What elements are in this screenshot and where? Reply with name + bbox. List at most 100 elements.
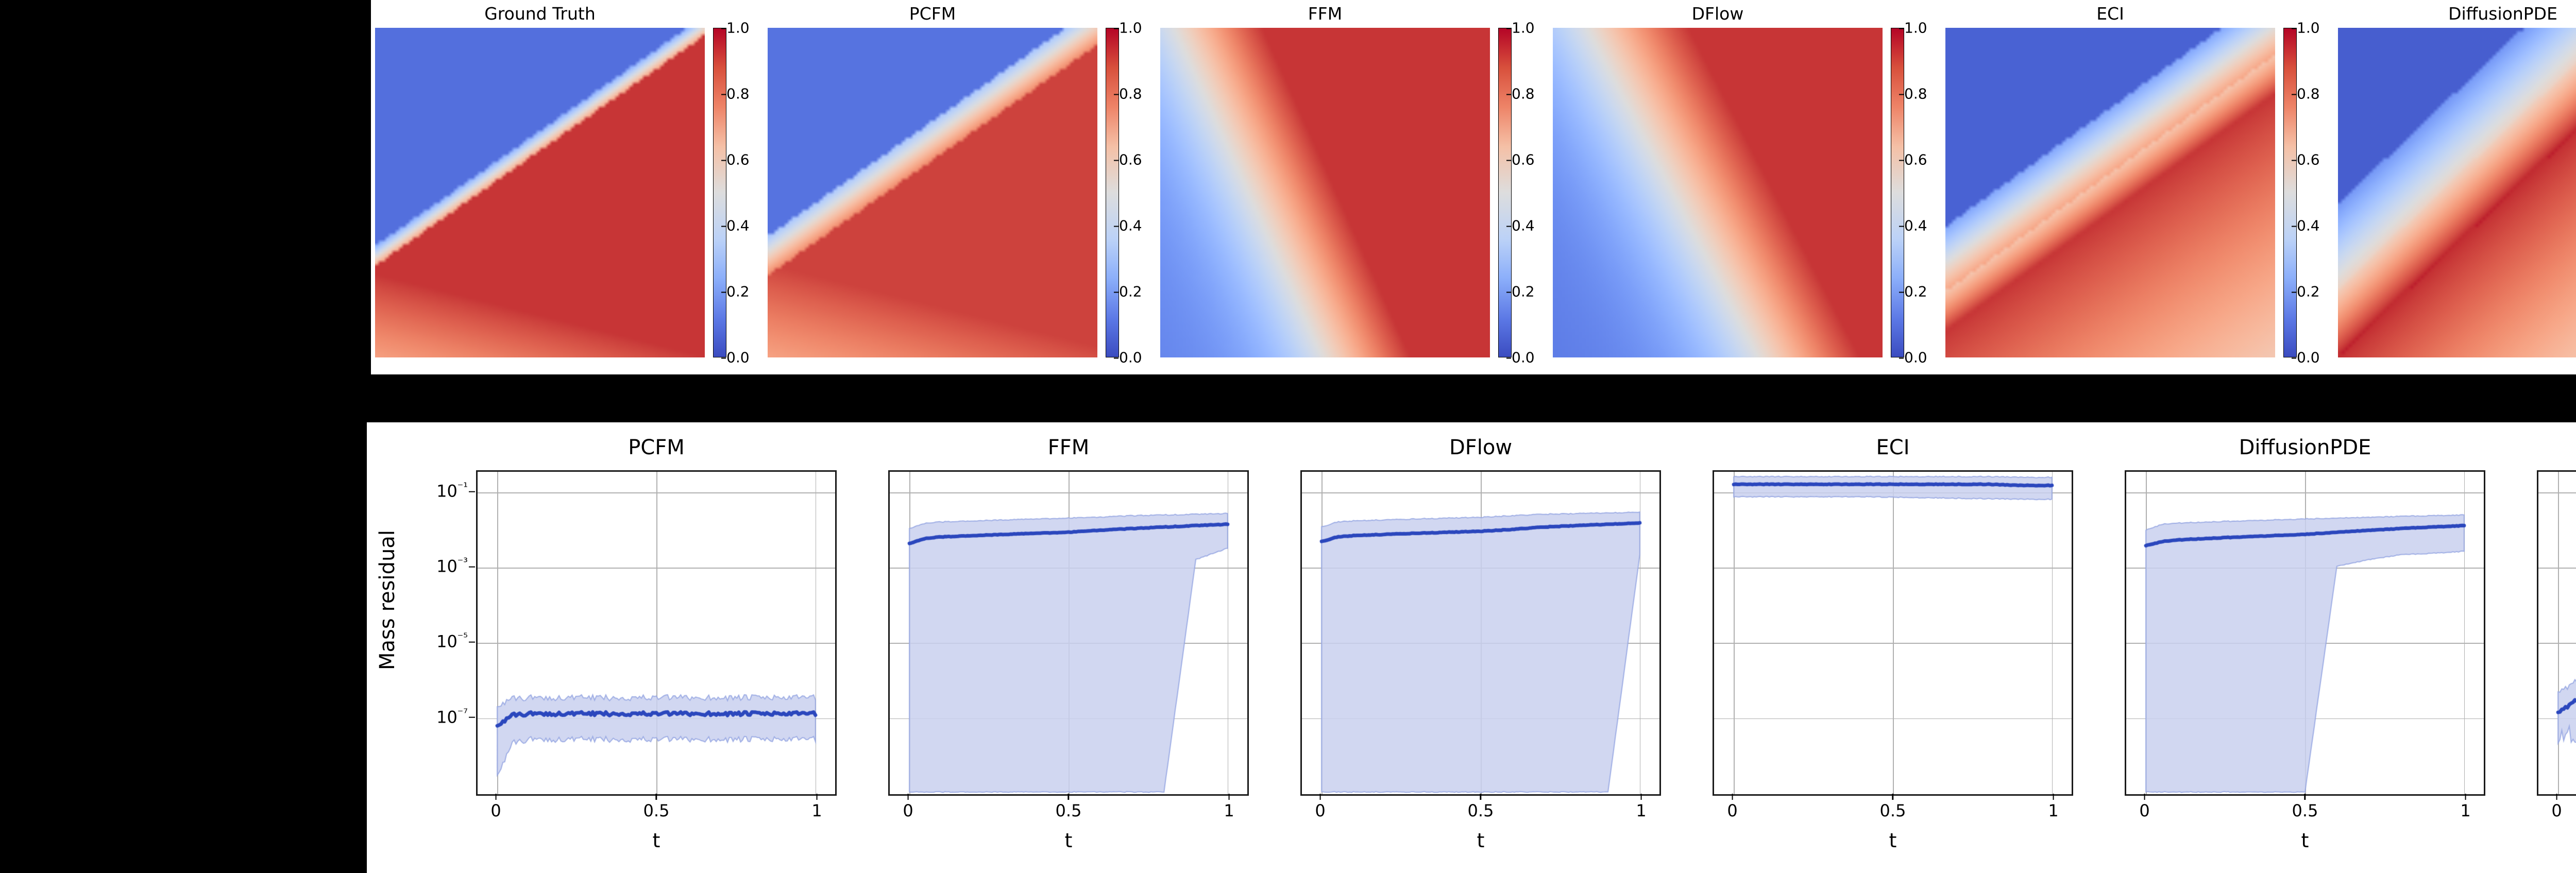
colorbar-gradient — [713, 28, 726, 357]
colorbar-tick: 0.0 — [1114, 349, 1142, 366]
residual-plot-axes — [2125, 470, 2485, 796]
x-axis-tick: 1 — [1224, 801, 1234, 820]
field-comparison-figure: Ground Truth 1.0 0.8 0.6 0.4 0.2 0.0 PCFM 1.0 0.8… — [371, 0, 2576, 374]
colorbar-tick: 0.0 — [1899, 349, 1927, 366]
residual-series — [1302, 472, 1659, 794]
colorbar-tick: 0.2 — [2292, 283, 2320, 300]
colorbar-gradient — [2283, 28, 2297, 357]
residual-panel-title: DFlow — [1449, 436, 1513, 459]
y-axis-label: Mass residual — [376, 530, 400, 670]
colorbar-tick: 1.0 — [2292, 19, 2320, 37]
colorbar-tick: 0.0 — [1506, 349, 1535, 366]
x-axis-tick: 1 — [1636, 801, 1647, 820]
colorbar-tick: 0.6 — [1506, 151, 1535, 168]
residual-series — [1714, 472, 2072, 794]
colorbar-tick: 0.6 — [1114, 151, 1142, 168]
residual-series — [2126, 472, 2484, 794]
residual-panel-dflow: DFlow 0 0.5 1 t — [1300, 422, 1661, 873]
colorbar-tick: 0.4 — [721, 217, 750, 234]
x-axis-tick: 0.5 — [2292, 801, 2318, 820]
x-axis-tick: 0.5 — [1055, 801, 1082, 820]
x-axis-tick: 0 — [2551, 801, 2562, 820]
colorbar-dflow: 1.0 0.8 0.6 0.4 0.2 0.0 — [1891, 20, 1953, 366]
residual-plot-axes — [888, 470, 1249, 796]
x-axis-tick: 0 — [2139, 801, 2150, 820]
x-axis-tick: 0 — [1727, 801, 1738, 820]
field-panel-eci: ECI — [1945, 0, 2275, 374]
y-axis-tick: 10⁻³ — [436, 556, 475, 576]
colorbar-eci: 1.0 0.8 0.6 0.4 0.2 0.0 — [2283, 20, 2345, 366]
x-axis-tick: 0 — [1315, 801, 1326, 820]
x-axis-tick: 0 — [490, 801, 501, 820]
residual-panel-eci: ECI 0 0.5 1 t — [1713, 422, 2073, 873]
x-axis-tick: 0 — [903, 801, 913, 820]
residual-series — [890, 472, 1247, 794]
field-panel-pcfm: PCFM — [768, 0, 1097, 374]
colorbar-tick: 1.0 — [1899, 19, 1927, 37]
colorbar-tick: 0.8 — [1114, 85, 1142, 102]
field-heatmap — [1945, 28, 2275, 357]
colorbar-ticks: 1.0 0.8 0.6 0.4 0.2 0.0 — [1114, 20, 1186, 366]
residual-panel-title: ECI — [1876, 436, 1910, 459]
colorbar-pcfm: 1.0 0.8 0.6 0.4 0.2 0.0 — [1106, 20, 1167, 366]
y-axis-tick: 10⁻⁵ — [436, 631, 475, 652]
x-axis-label: t — [2301, 829, 2309, 852]
colorbar-tick: 0.8 — [721, 85, 750, 102]
colorbar-tick: 0.0 — [721, 349, 750, 366]
residual-panel-title: DiffusionPDE — [2239, 436, 2371, 459]
x-axis-label: t — [652, 829, 660, 852]
x-axis-label: t — [1064, 829, 1073, 852]
field-panel-title: DiffusionPDE — [2448, 4, 2557, 24]
y-axis-ticks: 10⁻¹ 10⁻³ 10⁻⁵ 10⁻⁷ — [400, 422, 475, 796]
x-axis-tick: 1 — [811, 801, 822, 820]
residual-panel-title: PDM — [2537, 435, 2576, 460]
colorbar-ticks: 1.0 0.8 0.6 0.4 0.2 0.0 — [1506, 20, 1579, 366]
colorbar-tick: 0.4 — [2292, 217, 2320, 234]
colorbar-ticks: 1.0 0.8 0.6 0.4 0.2 0.0 — [1899, 20, 1971, 366]
residual-plot-axes — [476, 470, 837, 796]
residual-panel-pcfm: PCFM 0 0.5 1 t — [476, 422, 837, 873]
x-axis-tick: 1 — [2460, 801, 2471, 820]
x-axis-tick: 0.5 — [1879, 801, 1906, 820]
colorbar-tick: 1.0 — [1506, 19, 1535, 37]
field-heatmap — [1553, 28, 1883, 357]
colorbar-tick: 0.0 — [2292, 349, 2320, 366]
field-panel-title: ECI — [2096, 4, 2124, 24]
colorbar-ticks: 1.0 0.8 0.6 0.4 0.2 0.0 — [2292, 20, 2364, 366]
colorbar-tick: 0.4 — [1899, 217, 1927, 234]
residual-plot-axes — [1713, 470, 2073, 796]
field-heatmap — [768, 28, 1097, 357]
residual-plot-axes — [2537, 470, 2576, 796]
field-panel-dflow: DFlow — [1553, 0, 1883, 374]
x-axis-tick: 0.5 — [1467, 801, 1494, 820]
field-heatmap — [375, 28, 705, 357]
residual-panel-diffusionpde: DiffusionPDE 0 0.5 1 t — [2125, 422, 2485, 873]
colorbar-gradient — [1498, 28, 1512, 357]
residual-series — [2538, 472, 2576, 794]
field-heatmap — [2338, 28, 2576, 357]
colorbar-tick: 1.0 — [721, 19, 750, 37]
x-axis-ticks: 00.51 — [2537, 796, 2576, 827]
colorbar-tick: 0.8 — [1899, 85, 1927, 102]
colorbar-ground-truth: 1.0 0.8 0.6 0.4 0.2 0.0 — [713, 20, 775, 366]
x-axis-label: t — [1889, 829, 1897, 852]
field-panel-ground-truth: Ground Truth — [375, 0, 705, 374]
colorbar-tick: 0.2 — [1506, 283, 1535, 300]
colorbar-tick: 0.6 — [1899, 151, 1927, 168]
colorbar-tick: 0.8 — [2292, 85, 2320, 102]
colorbar-tick: 0.4 — [1114, 217, 1142, 234]
residual-panel-ffm: FFM 0 0.5 1 t — [888, 422, 1249, 873]
mass-residual-figure: Mass residual 10⁻¹ 10⁻³ 10⁻⁵ 10⁻⁷ PCFM 0 0.5 1… — [367, 422, 2576, 873]
field-panel-title: DFlow — [1691, 4, 1744, 24]
colorbar-tick: 0.8 — [1506, 85, 1535, 102]
residual-panel-title: PCFM — [628, 436, 685, 459]
colorbar-tick: 0.2 — [721, 283, 750, 300]
residual-plot-axes — [1300, 470, 1661, 796]
x-axis-label: t — [2537, 829, 2576, 852]
colorbar-tick: 0.6 — [721, 151, 750, 168]
colorbar-tick: 0.2 — [1899, 283, 1927, 300]
colorbar-tick: 1.0 — [1114, 19, 1142, 37]
